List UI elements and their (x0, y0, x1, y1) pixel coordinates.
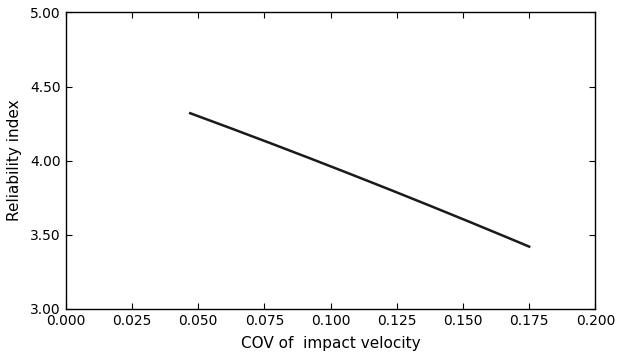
Y-axis label: Reliability index: Reliability index (7, 100, 22, 222)
X-axis label: COV of  impact velocity: COV of impact velocity (241, 336, 420, 351)
